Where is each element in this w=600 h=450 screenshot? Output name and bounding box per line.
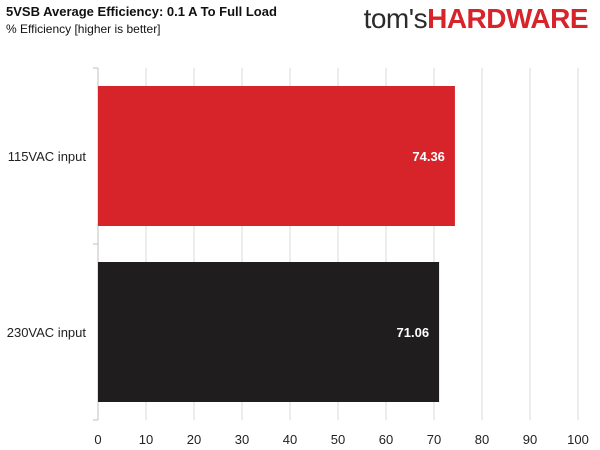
logo-brand-text: tom's xyxy=(363,3,428,34)
bar-value-label: 71.06 xyxy=(397,325,430,340)
logo-accent-text: HARDWARE xyxy=(427,3,588,34)
chart-subtitle: % Efficiency [higher is better] xyxy=(6,22,161,36)
bar-layer xyxy=(98,86,455,402)
bar xyxy=(98,86,455,226)
x-tick-label: 50 xyxy=(331,432,345,447)
x-tick-label: 20 xyxy=(187,432,201,447)
x-tick-label: 0 xyxy=(94,432,101,447)
label-layer: 0 10 20 30 40 50 60 70 80 90 100 74.36 115VAC input 7… xyxy=(7,149,589,447)
chart-title: 5VSB Average Efficiency: 0.1 A To Full L… xyxy=(6,4,277,19)
x-tick-label: 30 xyxy=(235,432,249,447)
x-tick-label: 40 xyxy=(283,432,297,447)
x-tick-label: 60 xyxy=(379,432,393,447)
x-tick-label: 80 xyxy=(475,432,489,447)
x-tick-label: 10 xyxy=(139,432,153,447)
x-tick-label: 70 xyxy=(427,432,441,447)
toms-hardware-logo: tom'sHARDWARE xyxy=(363,3,589,35)
y-category-label: 115VAC input xyxy=(8,149,87,164)
bar-value-label: 74.36 xyxy=(412,149,445,164)
y-category-label: 230VAC input xyxy=(7,325,87,340)
axis-layer xyxy=(93,67,99,421)
x-tick-label: 90 xyxy=(523,432,537,447)
bar xyxy=(98,262,440,402)
x-tick-label: 100 xyxy=(567,432,589,447)
